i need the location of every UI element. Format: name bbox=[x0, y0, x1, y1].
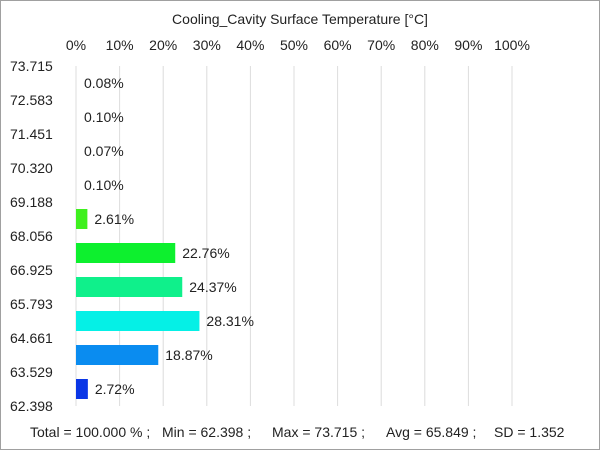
x-tick-label: 50% bbox=[280, 37, 308, 53]
y-tick-label: 66.925 bbox=[10, 262, 53, 278]
histogram-bar bbox=[76, 345, 159, 365]
bar-value-label: 0.10% bbox=[84, 109, 124, 125]
y-tick-label: 69.188 bbox=[10, 194, 53, 210]
x-tick-label: 100% bbox=[494, 37, 530, 53]
y-tick-label: 63.529 bbox=[10, 364, 53, 380]
histogram-bar bbox=[76, 209, 88, 229]
x-tick-label: 80% bbox=[411, 37, 439, 53]
footer-max: Max = 73.715 ; bbox=[272, 424, 365, 440]
x-tick-label: 10% bbox=[106, 37, 134, 53]
y-tick-labels: 73.715 72.583 71.451 70.320 69.188 68.056 66.9… bbox=[10, 58, 53, 414]
x-tick-label: 90% bbox=[454, 37, 482, 53]
bar-value-label: 0.08% bbox=[84, 75, 124, 91]
bar-labels: 0.08% 0.10% 0.07% 0.10% 2.61% 22.76% 24.37% 28.… bbox=[84, 75, 254, 397]
bar-value-label: 0.10% bbox=[84, 177, 124, 193]
y-tick-label: 65.793 bbox=[10, 296, 53, 312]
footer-min: Min = 62.398 ; bbox=[162, 424, 251, 440]
bar-value-label: 2.61% bbox=[94, 211, 134, 227]
statistics-footer: Total = 100.000 % ; Min = 62.398 ; Max =… bbox=[30, 424, 565, 440]
x-tick-label: 40% bbox=[236, 37, 264, 53]
footer-sd: SD = 1.352 bbox=[494, 424, 565, 440]
y-tick-label: 62.398 bbox=[10, 398, 53, 414]
footer-total: Total = 100.000 % ; bbox=[30, 424, 150, 440]
y-tick-label: 70.320 bbox=[10, 160, 53, 176]
histogram-bar bbox=[76, 243, 176, 263]
y-tick-label: 64.661 bbox=[10, 330, 53, 346]
bar-value-label: 22.76% bbox=[182, 245, 229, 261]
histogram-bar bbox=[76, 379, 88, 399]
histogram-bar bbox=[76, 277, 183, 297]
y-tick-label: 72.583 bbox=[10, 92, 53, 108]
bars bbox=[76, 209, 200, 399]
x-tick-label: 20% bbox=[149, 37, 177, 53]
x-tick-label: 60% bbox=[324, 37, 352, 53]
x-tick-labels: 0% 10% 20% 30% 40% 50% 60% 70% 80% 90% 100% bbox=[66, 37, 530, 53]
x-tick-label: 70% bbox=[367, 37, 395, 53]
bar-value-label: 0.07% bbox=[84, 143, 124, 159]
bar-value-label: 28.31% bbox=[206, 313, 253, 329]
bar-value-label: 2.72% bbox=[95, 381, 135, 397]
y-tick-label: 68.056 bbox=[10, 228, 53, 244]
chart-title: Cooling_Cavity Surface Temperature [°C] bbox=[172, 11, 428, 27]
x-tick-label: 0% bbox=[66, 37, 86, 53]
bar-value-label: 24.37% bbox=[189, 279, 236, 295]
bar-value-label: 18.87% bbox=[165, 347, 212, 363]
y-tick-label: 73.715 bbox=[10, 58, 53, 74]
x-tick-label: 30% bbox=[193, 37, 221, 53]
y-tick-label: 71.451 bbox=[10, 126, 53, 142]
footer-avg: Avg = 65.849 ; bbox=[386, 424, 476, 440]
histogram-bar bbox=[76, 311, 200, 331]
